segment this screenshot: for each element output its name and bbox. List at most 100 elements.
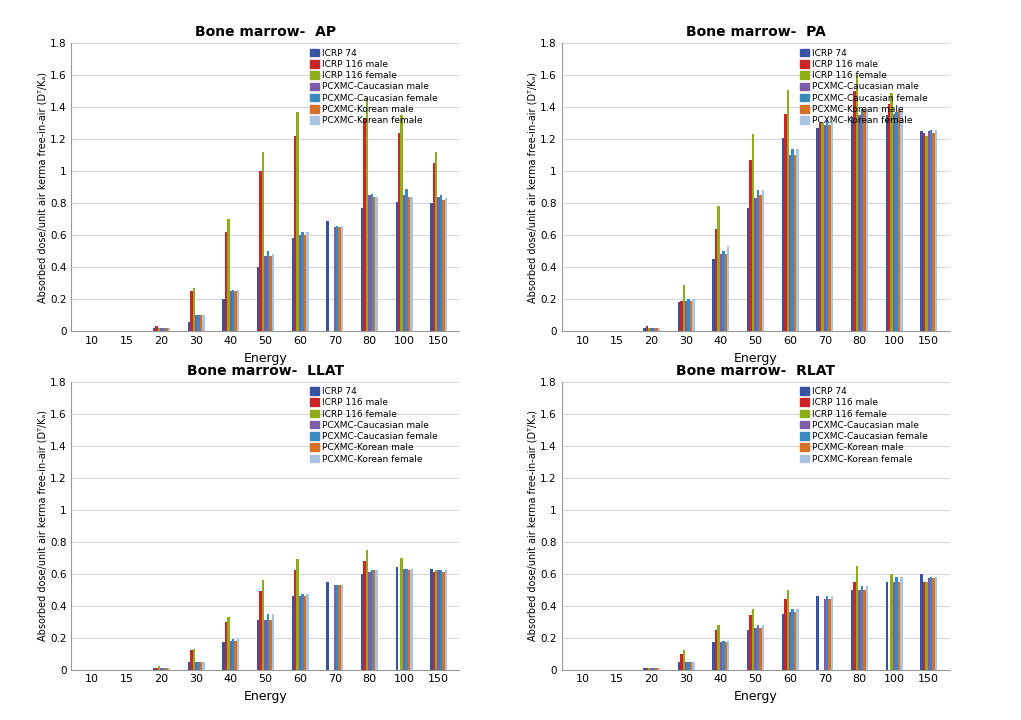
Bar — [658, 668, 661, 670]
Y-axis label: Absorbed dose/unit air kerma free-in-air (Dᵀ/Kₐ): Absorbed dose/unit air kerma free-in-air… — [527, 72, 537, 302]
Bar — [202, 662, 204, 670]
Bar — [162, 668, 165, 670]
Bar — [296, 559, 299, 670]
Bar — [760, 628, 762, 670]
Bar — [230, 641, 232, 670]
Bar — [440, 195, 442, 331]
Bar — [223, 642, 225, 670]
Bar — [266, 251, 270, 331]
Bar — [261, 152, 264, 331]
Bar — [793, 156, 796, 331]
Bar — [796, 609, 798, 670]
Bar — [650, 668, 652, 670]
Bar — [782, 613, 784, 670]
Bar — [237, 289, 239, 331]
Bar — [336, 225, 338, 331]
Bar — [373, 197, 376, 331]
X-axis label: Energy: Energy — [734, 690, 777, 703]
Bar — [755, 199, 757, 331]
Bar — [824, 125, 826, 331]
Bar — [369, 195, 371, 331]
Bar — [895, 577, 897, 670]
Bar — [715, 229, 718, 331]
Bar — [190, 650, 193, 670]
Bar — [363, 561, 366, 670]
Legend: ICRP 74, ICRP 116 male, ICRP 116 female, PCXMC-Caucasian male, PCXMC-Caucasian f: ICRP 74, ICRP 116 male, ICRP 116 female,… — [798, 48, 929, 126]
Bar — [395, 202, 398, 331]
Bar — [338, 585, 341, 670]
Bar — [445, 570, 447, 670]
Bar — [430, 203, 433, 331]
Bar — [437, 197, 440, 331]
Bar — [648, 668, 650, 670]
Bar — [292, 238, 294, 331]
Bar — [755, 628, 757, 670]
Bar — [786, 590, 789, 670]
Bar — [193, 649, 195, 670]
Bar — [935, 577, 937, 670]
Bar — [824, 599, 826, 670]
Bar — [398, 132, 400, 331]
Bar — [155, 668, 158, 670]
Bar — [655, 668, 658, 670]
Bar — [445, 199, 447, 331]
Bar — [751, 609, 755, 670]
Legend: ICRP 74, ICRP 116 male, ICRP 116 female, PCXMC-Caucasian male, PCXMC-Caucasian f: ICRP 74, ICRP 116 male, ICRP 116 female,… — [308, 386, 439, 464]
Bar — [791, 609, 793, 670]
Bar — [817, 596, 819, 670]
Bar — [713, 259, 715, 331]
Bar — [200, 662, 202, 670]
Bar — [850, 590, 854, 670]
Bar — [727, 641, 729, 670]
Bar — [796, 149, 798, 331]
Bar — [861, 586, 863, 670]
Bar — [718, 207, 720, 331]
Bar — [299, 235, 301, 331]
Bar — [888, 104, 890, 331]
Bar — [237, 639, 239, 670]
Bar — [850, 117, 854, 331]
Bar — [292, 596, 294, 670]
Bar — [678, 662, 680, 670]
Bar — [371, 194, 373, 331]
Bar — [327, 582, 329, 670]
Bar — [854, 91, 856, 331]
Bar — [866, 586, 868, 670]
Bar — [789, 612, 791, 670]
Bar — [158, 667, 160, 670]
Bar — [299, 596, 301, 670]
Bar — [901, 109, 903, 331]
Bar — [272, 613, 274, 670]
Bar — [715, 629, 718, 670]
Bar — [920, 131, 923, 331]
Bar — [193, 288, 195, 331]
Bar — [658, 328, 661, 331]
Bar — [652, 668, 655, 670]
Bar — [257, 620, 259, 670]
Bar — [925, 582, 927, 670]
Bar — [690, 301, 692, 331]
Bar — [932, 132, 935, 331]
Bar — [826, 120, 828, 331]
Bar — [167, 328, 171, 331]
Bar — [821, 123, 824, 331]
Bar — [749, 160, 751, 331]
Bar — [433, 572, 435, 670]
Bar — [747, 629, 749, 670]
Bar — [690, 662, 692, 670]
Bar — [890, 93, 893, 331]
Bar — [789, 156, 791, 331]
Bar — [303, 596, 306, 670]
Bar — [749, 615, 751, 670]
Bar — [158, 328, 160, 331]
Bar — [301, 232, 303, 331]
Bar — [270, 256, 272, 331]
Bar — [228, 219, 230, 331]
Bar — [866, 109, 868, 331]
Bar — [930, 577, 932, 670]
Bar — [363, 118, 366, 331]
Bar — [400, 115, 403, 331]
Bar — [160, 668, 162, 670]
Bar — [403, 195, 405, 331]
Bar — [683, 285, 685, 331]
